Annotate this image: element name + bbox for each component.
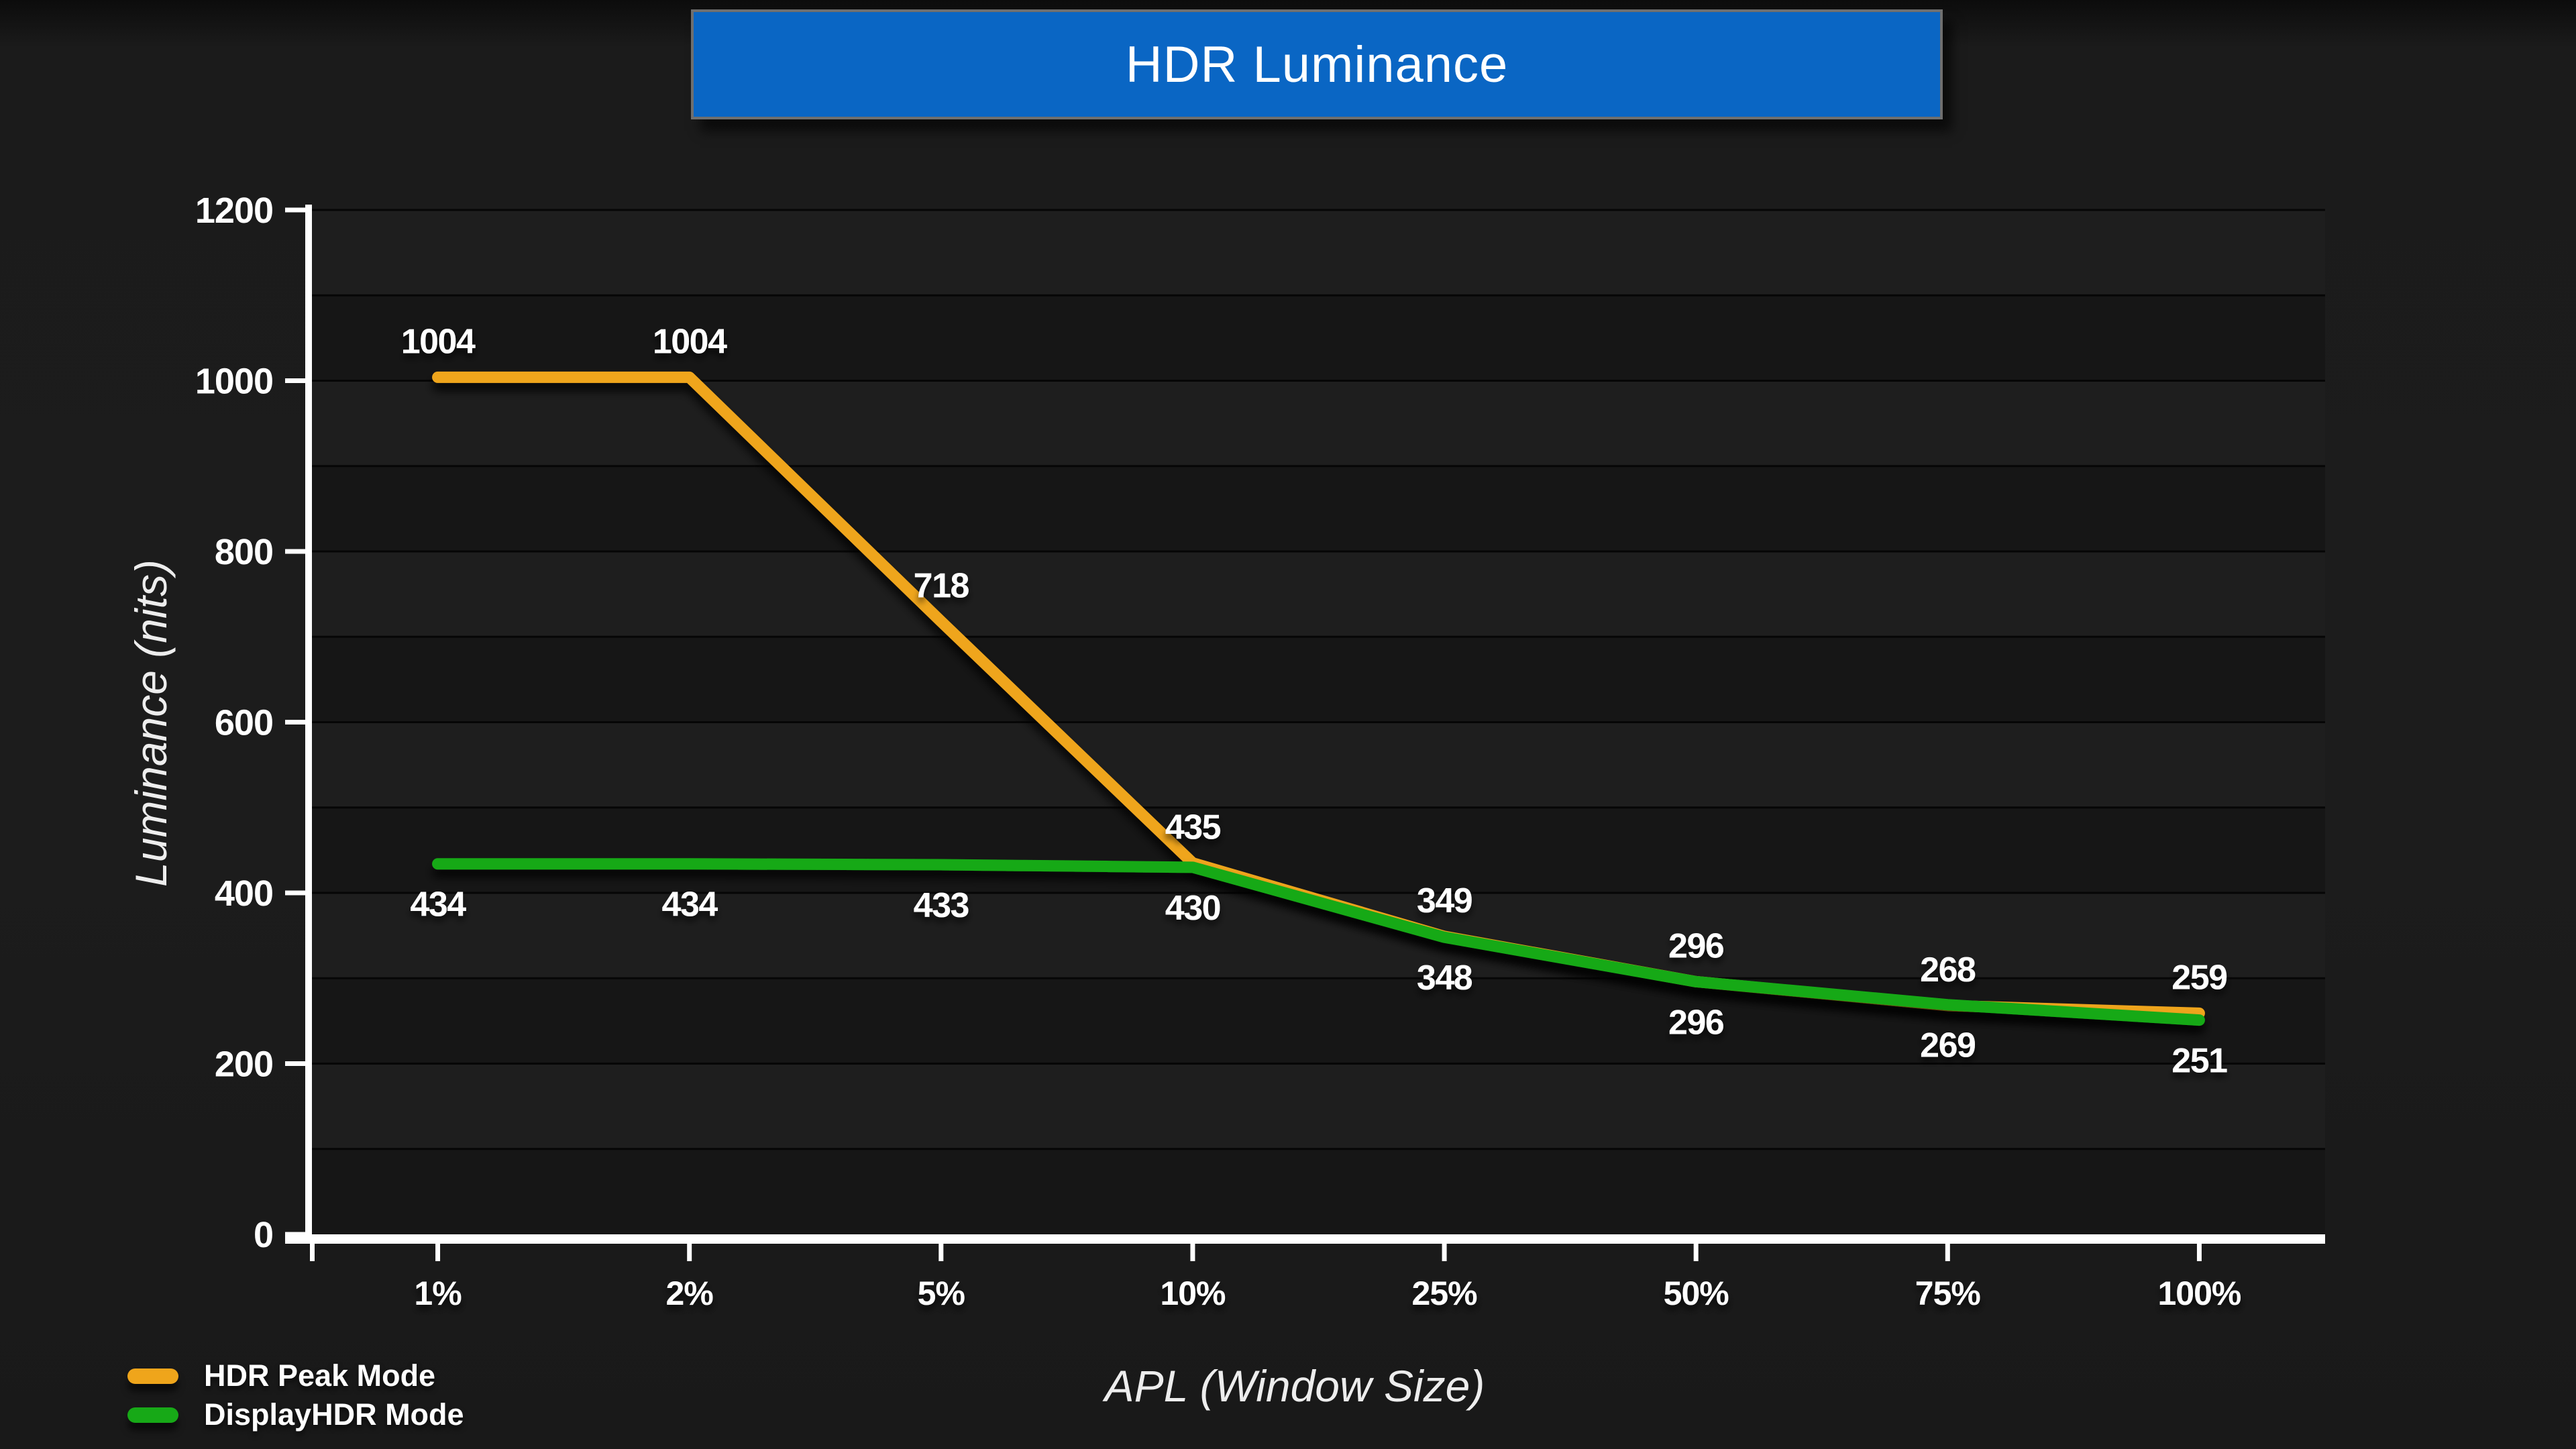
data-label: 433 [914,886,969,925]
x-tick [2196,1244,2202,1261]
y-tick-label: 600 [215,703,273,743]
data-label: 1004 [401,322,476,361]
data-label: 268 [1920,951,1976,989]
y-tick-label: 1200 [195,191,273,231]
plot-band [312,637,2325,722]
plot-band [312,1148,2325,1234]
x-tick [310,1244,315,1261]
displayhdr-swatch-icon [127,1407,178,1423]
data-label: 296 [1668,926,1724,965]
data-label: 296 [1668,1003,1724,1042]
x-tick-label: 100% [2157,1275,2241,1312]
x-tick-label: 75% [1915,1275,1981,1312]
x-tick-label: 5% [918,1275,965,1312]
title-banner: HDR Luminance [691,9,1943,119]
y-tick [285,378,312,383]
y-tick [285,720,312,724]
plot-band [312,1063,2325,1149]
plot-band [312,466,2325,551]
x-tick [1945,1244,1950,1261]
x-axis-line [285,1234,2325,1244]
y-tick [285,207,312,213]
x-tick-label: 50% [1664,1275,1729,1312]
y-tick-label: 400 [215,873,273,914]
y-axis-line [305,205,312,1240]
plot-band [312,807,2325,893]
data-label: 259 [2171,958,2226,997]
legend-item-hdr-peak-mode: HDR Peak Mode [127,1356,464,1395]
plot-band [312,978,2325,1064]
data-label: 349 [1417,881,1472,920]
x-tick-label: 2% [666,1275,714,1312]
y-axis-title: Luminance (nits) [126,559,176,887]
legend-label: HDR Peak Mode [204,1358,436,1393]
series-line-displayhdr-mode [432,858,2205,1026]
x-tick-label: 10% [1160,1275,1226,1312]
y-tick [285,1061,312,1066]
data-label: 1004 [653,322,727,361]
data-label: 430 [1165,889,1220,928]
data-label: 348 [1417,959,1472,998]
x-tick [435,1244,441,1261]
x-tick [687,1244,692,1261]
y-tick-label: 200 [215,1044,273,1085]
x-tick [1693,1244,1699,1261]
x-tick-label: 1% [414,1275,462,1312]
chart-legend: HDR Peak Mode DisplayHDR Mode [127,1356,464,1434]
data-label: 434 [662,885,718,924]
data-label: 718 [914,566,969,605]
data-label: 251 [2171,1042,2227,1081]
y-tick [285,890,312,896]
x-tick [1442,1244,1447,1261]
chart-title: HDR Luminance [1125,36,1509,93]
legend-item-displayhdr-mode: DisplayHDR Mode [127,1395,464,1434]
y-tick-label: 0 [254,1215,273,1255]
y-tick-label: 800 [215,532,273,572]
x-tick [938,1244,944,1261]
data-label: 435 [1165,808,1221,847]
x-axis-title: APL (Window Size) [1104,1361,1485,1411]
y-tick-label: 1000 [195,362,273,402]
plot-band [312,551,2325,637]
legend-label: DisplayHDR Mode [204,1397,464,1432]
data-label: 269 [1920,1026,1975,1065]
y-tick [285,549,312,554]
hdr-peak-swatch-icon [127,1368,178,1384]
plot-band [312,210,2325,296]
x-tick [1190,1244,1195,1261]
plot-band [312,295,2325,381]
plot-band [312,380,2325,466]
x-tick-label: 25% [1412,1275,1478,1312]
data-label: 434 [410,885,466,924]
plot-band [312,722,2325,808]
